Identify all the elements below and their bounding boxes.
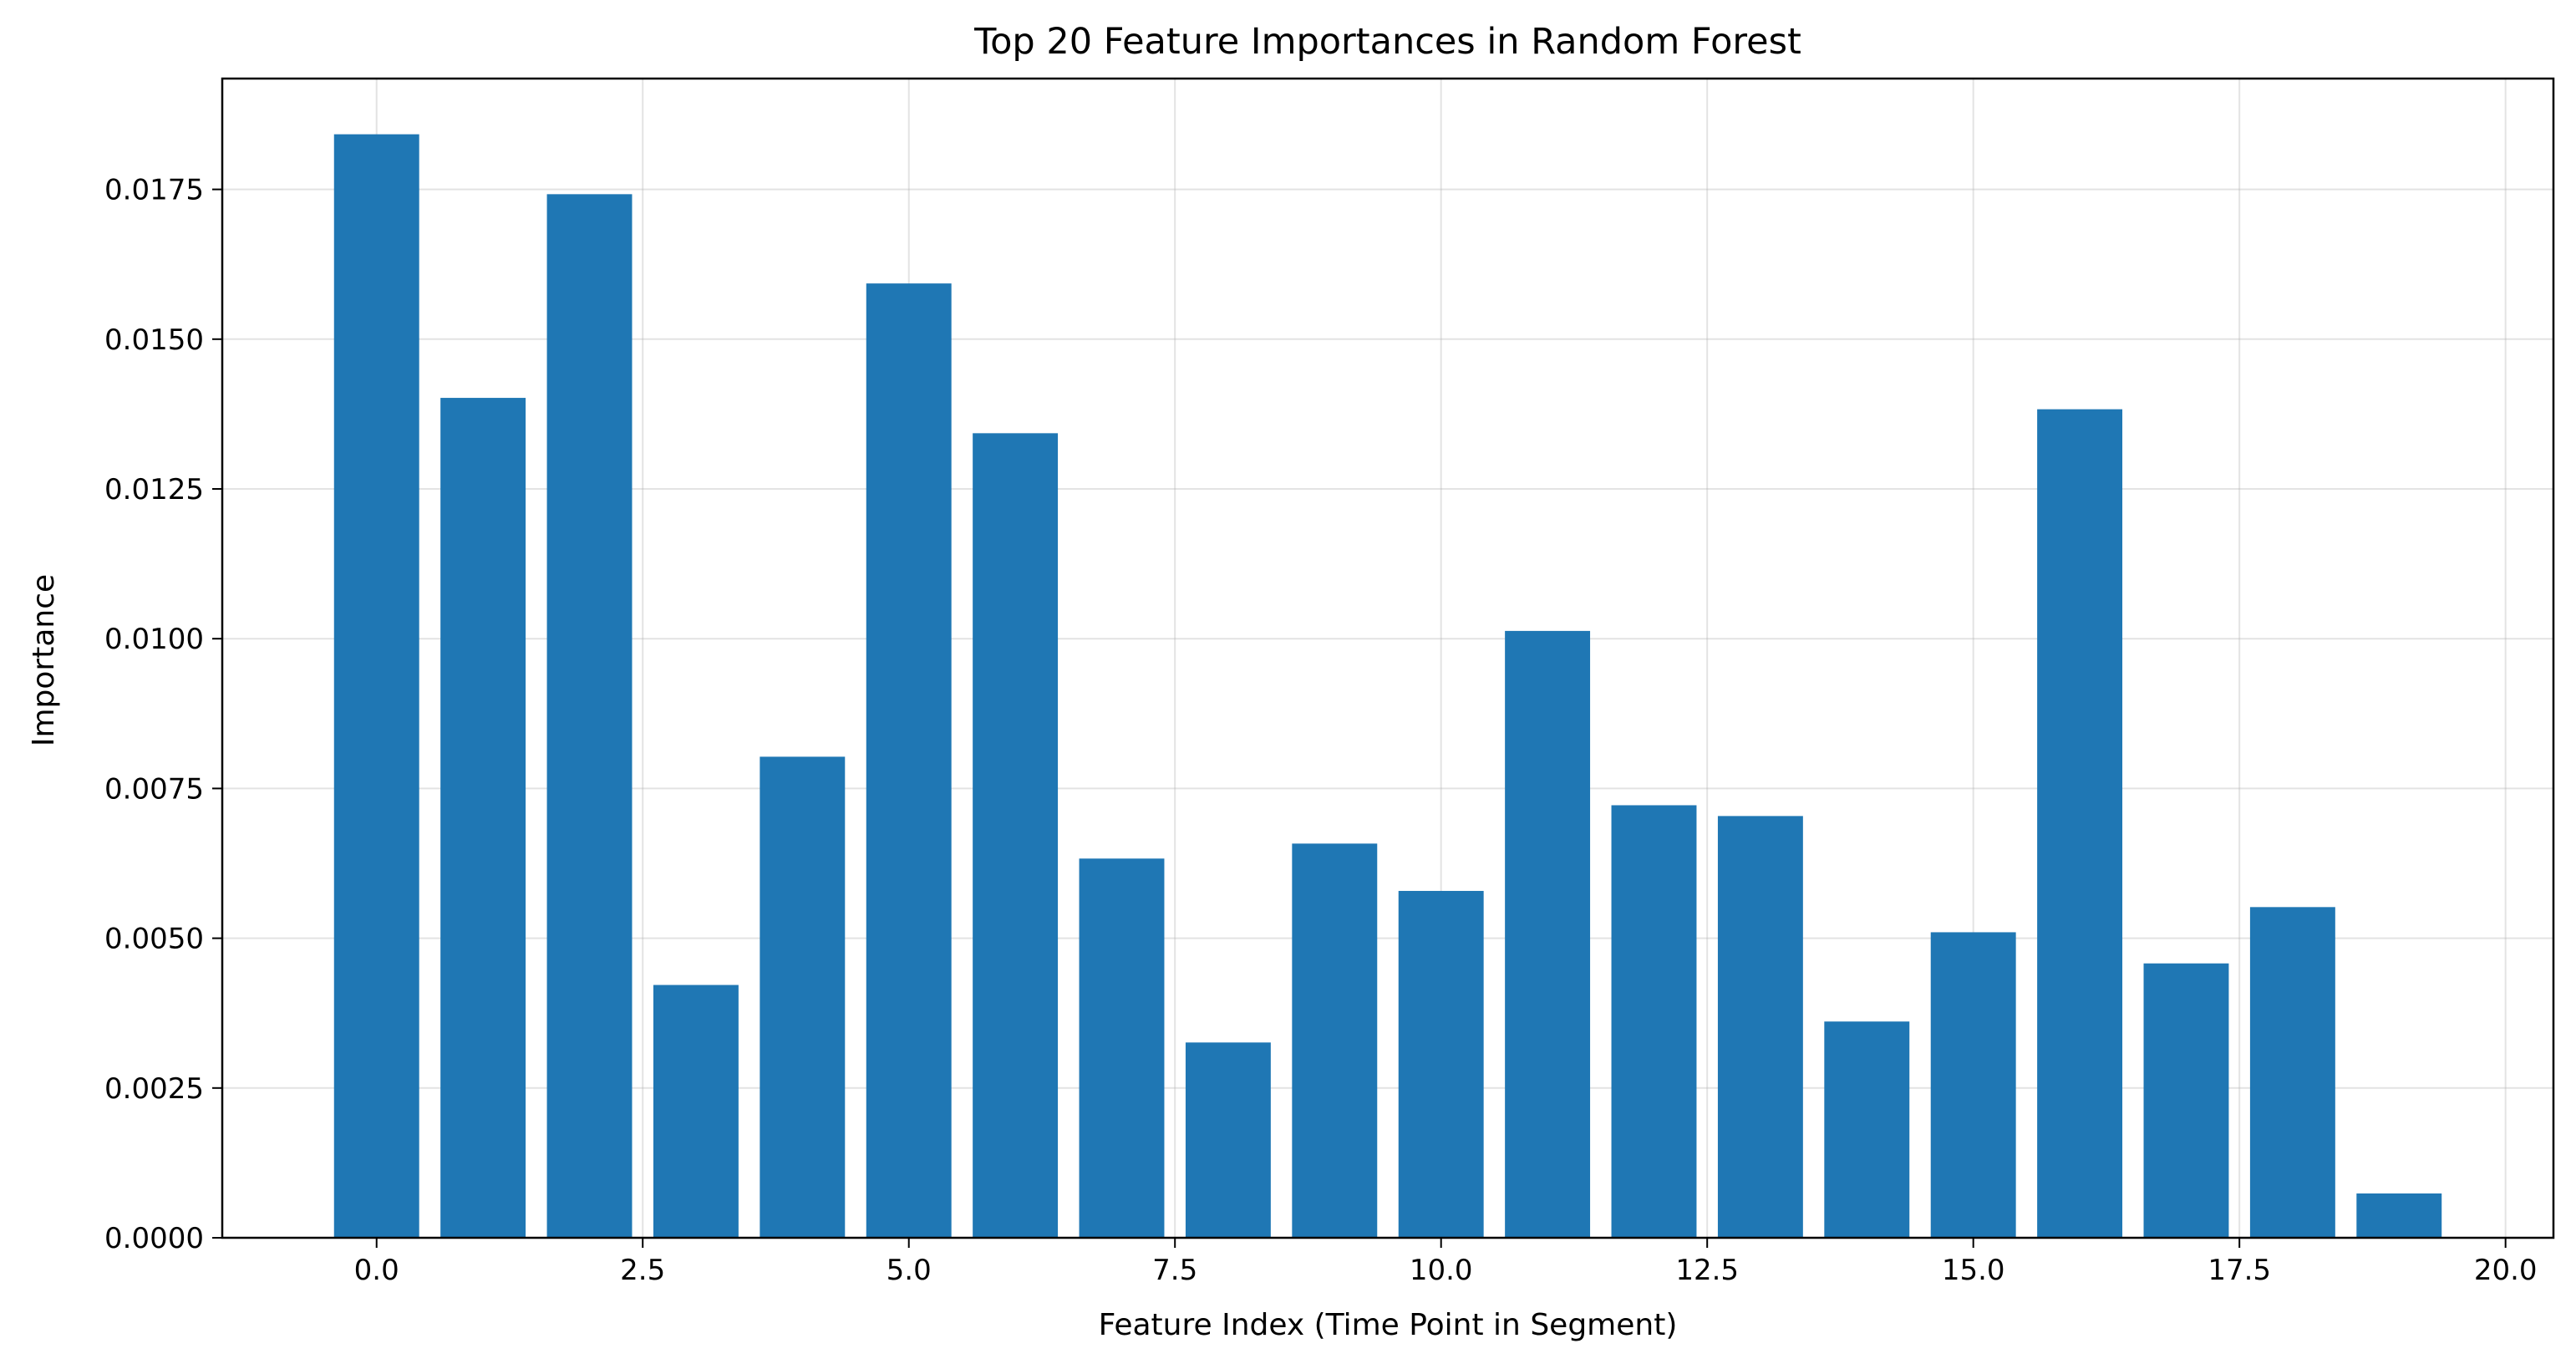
plot-frame [221,77,2555,1239]
y-tick-label: 0.0125 [104,473,204,506]
bar-feature-12 [1611,805,1697,1238]
bar-feature-8 [1185,1042,1271,1238]
y-tick-label: 0.0075 [104,772,204,806]
bars [333,134,2442,1239]
bar-feature-3 [653,985,739,1238]
bar-feature-16 [2037,409,2123,1238]
x-tick-label: 7.5 [1152,1254,1197,1287]
bar-feature-7 [1079,858,1165,1238]
y-tick-label: 0.0050 [104,923,204,956]
bar-feature-11 [1505,630,1591,1238]
chart-title: Top 20 Feature Importances in Random For… [973,21,1801,63]
x-tick-label: 12.5 [1675,1254,1739,1287]
bar-feature-9 [1292,843,1378,1238]
x-tick-label: 10.0 [1410,1254,1473,1287]
x-tick-label: 20.0 [2474,1254,2538,1287]
y-tick-label: 0.0100 [104,623,204,656]
x-axis-ticks: 0.0 2.5 5.0 7.5 10.0 12.5 15.0 17.5 20.0 [354,1238,2538,1287]
x-tick-label: 0.0 [354,1254,399,1287]
bar-feature-14 [1824,1021,1910,1238]
bar-feature-4 [760,756,846,1238]
bar-feature-0 [333,134,419,1239]
bar-feature-17 [2143,963,2229,1238]
bar-feature-13 [1717,816,1803,1238]
x-tick-label: 17.5 [2208,1254,2271,1287]
y-tick-label: 0.0150 [104,323,204,357]
y-tick-label: 0.0175 [104,174,204,207]
x-tick-label: 5.0 [887,1254,932,1287]
bar-feature-5 [866,283,952,1239]
y-axis-label: Importance [27,574,61,746]
bar-feature-18 [2249,907,2335,1238]
bar-feature-19 [2356,1193,2442,1238]
bar-feature-15 [1930,932,2016,1238]
x-axis-label: Feature Index (Time Point in Segment) [1099,1308,1678,1342]
bar-feature-6 [973,433,1059,1238]
y-axis-ticks: 0.0000 0.0025 0.0050 0.0075 0.0100 0.0125 0.01… [104,174,222,1255]
x-tick-label: 15.0 [1942,1254,2005,1287]
bar-feature-1 [440,398,526,1238]
bar-feature-2 [546,194,633,1239]
y-tick-label: 0.0000 [104,1222,204,1255]
y-tick-label: 0.0025 [104,1072,204,1106]
x-tick-label: 2.5 [620,1254,665,1287]
bar-feature-10 [1398,890,1484,1238]
